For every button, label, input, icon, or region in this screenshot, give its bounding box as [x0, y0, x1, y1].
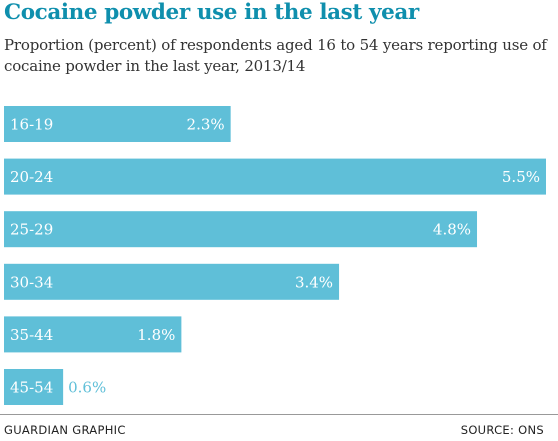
value-label-20-24: 5.5%	[502, 168, 540, 186]
value-label-45-54: 0.6%	[68, 379, 106, 397]
bar-16-19	[4, 106, 231, 142]
credit-label: GUARDIAN GRAPHIC	[4, 423, 126, 437]
value-label-16-19: 2.3%	[187, 116, 225, 134]
category-label-45-54: 45-54	[10, 379, 53, 397]
bar-35-44	[4, 316, 182, 353]
value-label-35-44: 1.8%	[137, 326, 175, 344]
category-label-20-24: 20-24	[10, 168, 53, 186]
category-label-35-44: 35-44	[10, 326, 53, 344]
category-label-16-19: 16-19	[10, 116, 53, 134]
value-label-30-34: 3.4%	[295, 273, 333, 291]
category-label-30-34: 30-34	[10, 273, 53, 291]
value-label-25-29: 4.8%	[433, 221, 471, 239]
category-label-25-29: 25-29	[10, 221, 53, 239]
bar-45-54	[4, 369, 64, 405]
bar-30-34	[4, 263, 340, 300]
chart-title: Cocaine powder use in the last year	[4, 0, 419, 25]
footer-divider	[0, 414, 558, 415]
source-label: SOURCE: ONS	[460, 423, 544, 437]
bar-20-24	[4, 158, 546, 195]
bar-25-29	[4, 211, 478, 248]
chart-subtitle: Proportion (percent) of respondents aged…	[4, 36, 547, 75]
